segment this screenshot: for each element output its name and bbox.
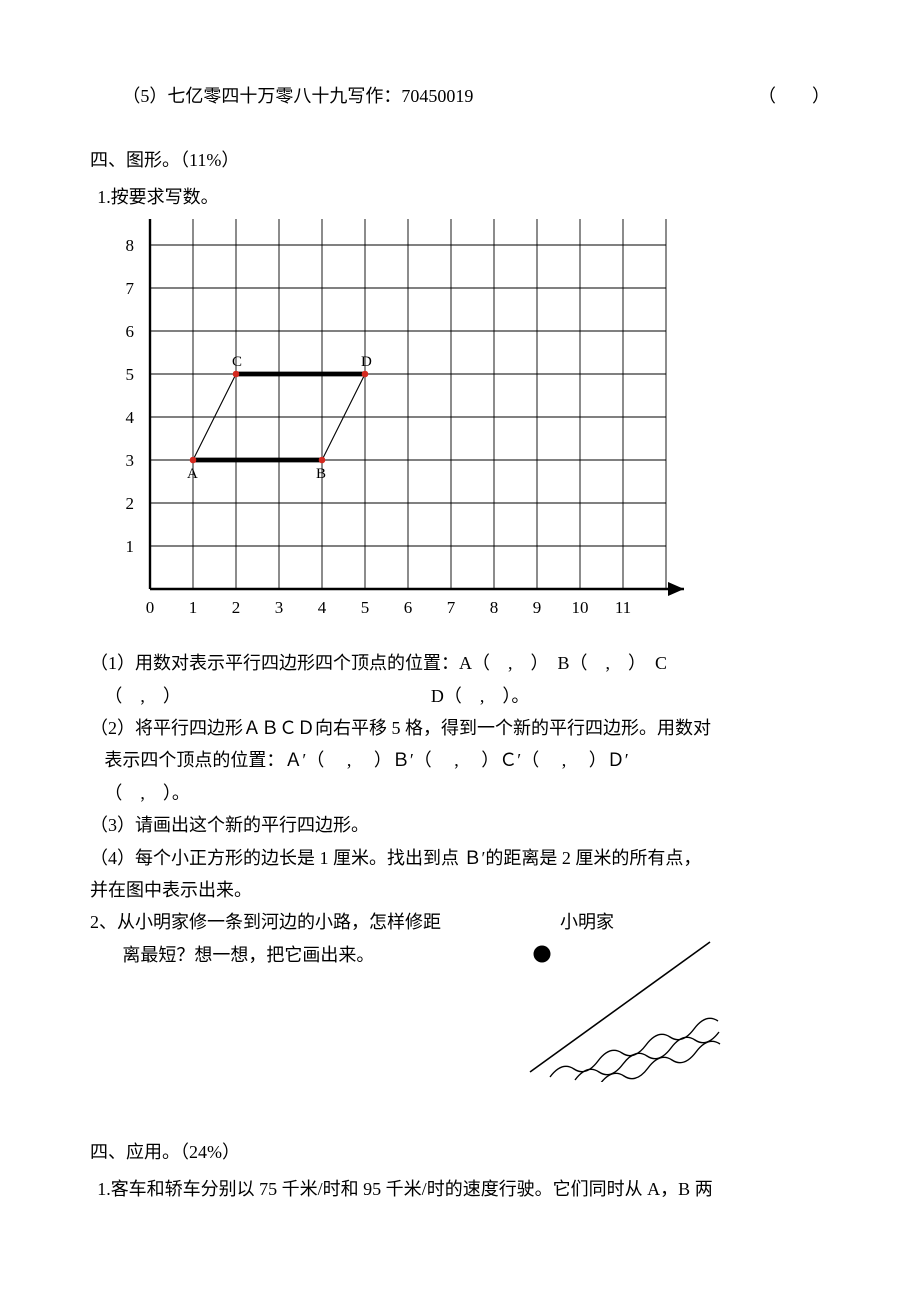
q2-line2: 离最短？想一想，把它画出来。 bbox=[90, 939, 450, 971]
section-apply-sub1: 1.客车和轿车分别以 75 千米/时和 95 千米/时的速度行驶。它们同时从 A… bbox=[97, 1173, 830, 1205]
q1-part2: （2）将平行四边形ＡＢＣＤ向右平移 5 格，得到一个新的平行四边形。用数对 表示… bbox=[90, 712, 830, 809]
svg-text:2: 2 bbox=[232, 598, 241, 617]
svg-text:3: 3 bbox=[126, 451, 135, 470]
q1-1-line-c: D（ , ）。 bbox=[431, 680, 530, 712]
q1-1-line-a: （1）用数对表示平行四边形四个顶点的位置：A（ , ） B（ , ） C bbox=[90, 647, 830, 679]
q1-4-line-b: 并在图中表示出来。 bbox=[90, 874, 830, 906]
q2-container: 2、从小明家修一条到河边的小路，怎样修距 离最短？想一想，把它画出来。 小明家 bbox=[90, 906, 830, 1106]
svg-text:9: 9 bbox=[533, 598, 542, 617]
svg-text:5: 5 bbox=[361, 598, 370, 617]
svg-text:7: 7 bbox=[126, 279, 135, 298]
svg-text:4: 4 bbox=[318, 598, 327, 617]
svg-text:0: 0 bbox=[146, 598, 155, 617]
q2-line1: 2、从小明家修一条到河边的小路，怎样修距 bbox=[90, 906, 450, 938]
q1-2-line-c: （ , ）。 bbox=[104, 777, 830, 809]
svg-text:1: 1 bbox=[126, 537, 135, 556]
svg-text:6: 6 bbox=[404, 598, 413, 617]
svg-text:1: 1 bbox=[189, 598, 198, 617]
q1-part4: （4）每个小正方形的边长是 1 厘米。找出到点 Ｂ′的距离是 2 厘米的所有点，… bbox=[90, 842, 830, 907]
svg-text:7: 7 bbox=[447, 598, 456, 617]
page: （ ） （5）七亿零四十万零八十九写作：70450019 四、图形。（11%） … bbox=[0, 0, 920, 1300]
svg-text:5: 5 bbox=[126, 365, 135, 384]
section-apply-title: 四、应用。（24%） bbox=[90, 1136, 830, 1168]
svg-text:8: 8 bbox=[126, 236, 135, 255]
svg-text:D: D bbox=[361, 354, 372, 370]
svg-text:8: 8 bbox=[490, 598, 499, 617]
river-diagram-container bbox=[490, 912, 740, 1092]
svg-text:B: B bbox=[316, 466, 326, 482]
svg-text:10: 10 bbox=[572, 598, 589, 617]
answer-blank[interactable]: （ ） bbox=[758, 80, 830, 112]
svg-text:C: C bbox=[232, 354, 242, 370]
q1-4-line-a: （4）每个小正方形的边长是 1 厘米。找出到点 Ｂ′的距离是 2 厘米的所有点， bbox=[90, 842, 830, 874]
q1-1-line-b: （ , ） bbox=[104, 680, 181, 712]
svg-text:6: 6 bbox=[126, 322, 135, 341]
svg-text:11: 11 bbox=[615, 598, 631, 617]
q2-text: 2、从小明家修一条到河边的小路，怎样修距 离最短？想一想，把它画出来。 bbox=[90, 906, 450, 971]
q1-part1: （1）用数对表示平行四边形四个顶点的位置：A（ , ） B（ , ） C （ ,… bbox=[90, 647, 830, 712]
question-5: （ ） （5）七亿零四十万零八十九写作：70450019 bbox=[90, 80, 830, 112]
section-graphics-title: 四、图形。（11%） bbox=[90, 144, 830, 176]
svg-text:4: 4 bbox=[126, 408, 135, 427]
q1-part3: （3）请画出这个新的平行四边形。 bbox=[90, 809, 830, 841]
q1-2-line-b: 表示四个顶点的位置：Ａ′（ , ）Ｂ′（ , ）Ｃ′（ , ）Ｄ′ bbox=[104, 744, 830, 776]
coordinate-grid: 01234567891011123456789ABCD bbox=[90, 219, 690, 639]
svg-text:3: 3 bbox=[275, 598, 284, 617]
section-graphics-sub1: 1.按要求写数。 bbox=[97, 181, 830, 213]
question-5-text: （5）七亿零四十万零八十九写作：70450019 bbox=[122, 86, 473, 106]
q1-2-line-a: （2）将平行四边形ＡＢＣＤ向右平移 5 格，得到一个新的平行四边形。用数对 bbox=[90, 712, 830, 744]
svg-text:A: A bbox=[187, 466, 198, 482]
grid-chart-container: 01234567891011123456789ABCD bbox=[90, 219, 830, 639]
river-diagram bbox=[490, 912, 740, 1082]
svg-text:2: 2 bbox=[126, 494, 135, 513]
